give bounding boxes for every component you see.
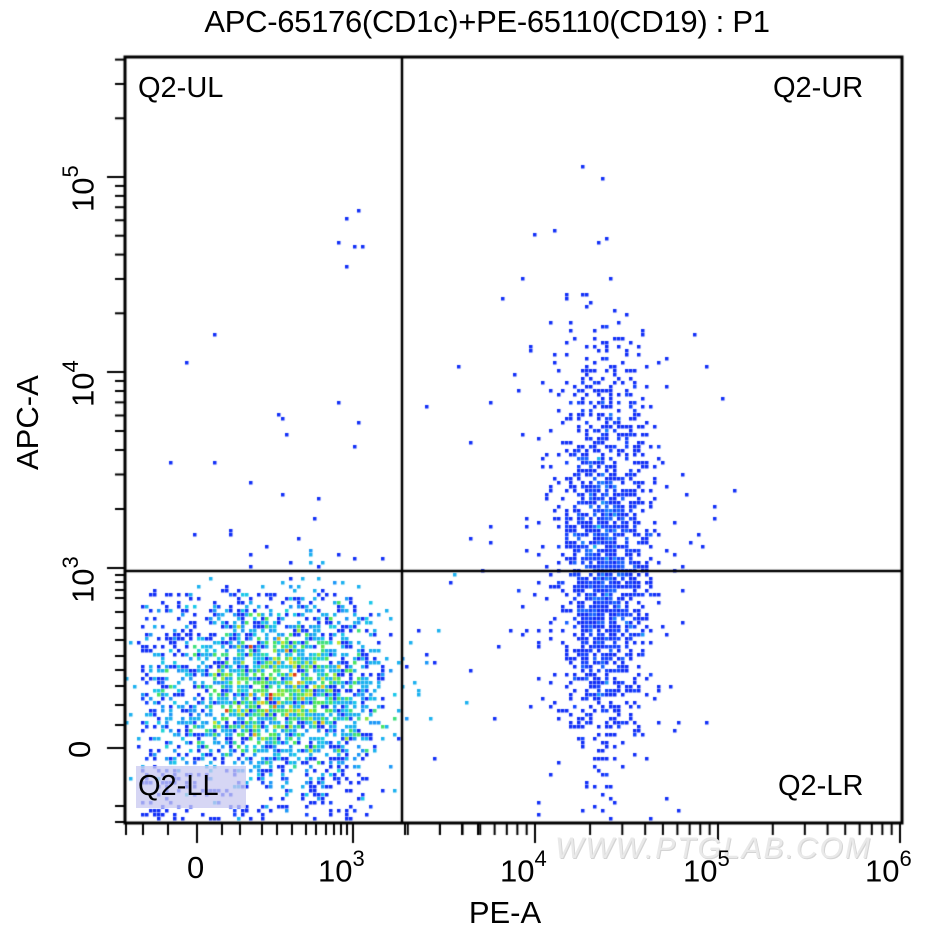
quadrant-label-lr: Q2-LR [778,770,864,802]
x-tick-label: 106 [865,846,912,889]
y-tick-label: 105 [58,165,101,212]
y-axis-label: APC-A [10,375,45,470]
x-axis-label: PE-A [468,895,542,930]
x-tick-label: 0 [187,850,205,885]
chart-title: APC-65176(CD1c)+PE-65110(CD19) : P1 [204,4,770,39]
watermark: WWW.PTGLAB.COM [555,832,872,865]
y-tick-label: 104 [58,360,101,407]
x-tick-label: 104 [500,846,547,889]
quadrant-label-ll: Q2-LL [138,770,219,802]
x-tick-label: 105 [683,846,730,889]
x-tick-label: 103 [318,846,365,889]
y-tick-label: 0 [62,740,97,758]
quadrant-label-ur: Q2-UR [773,72,864,104]
quadrant-label-ll-background [136,766,246,808]
quadrant-label-ul: Q2-UL [138,72,224,104]
y-tick-label: 103 [58,556,101,603]
